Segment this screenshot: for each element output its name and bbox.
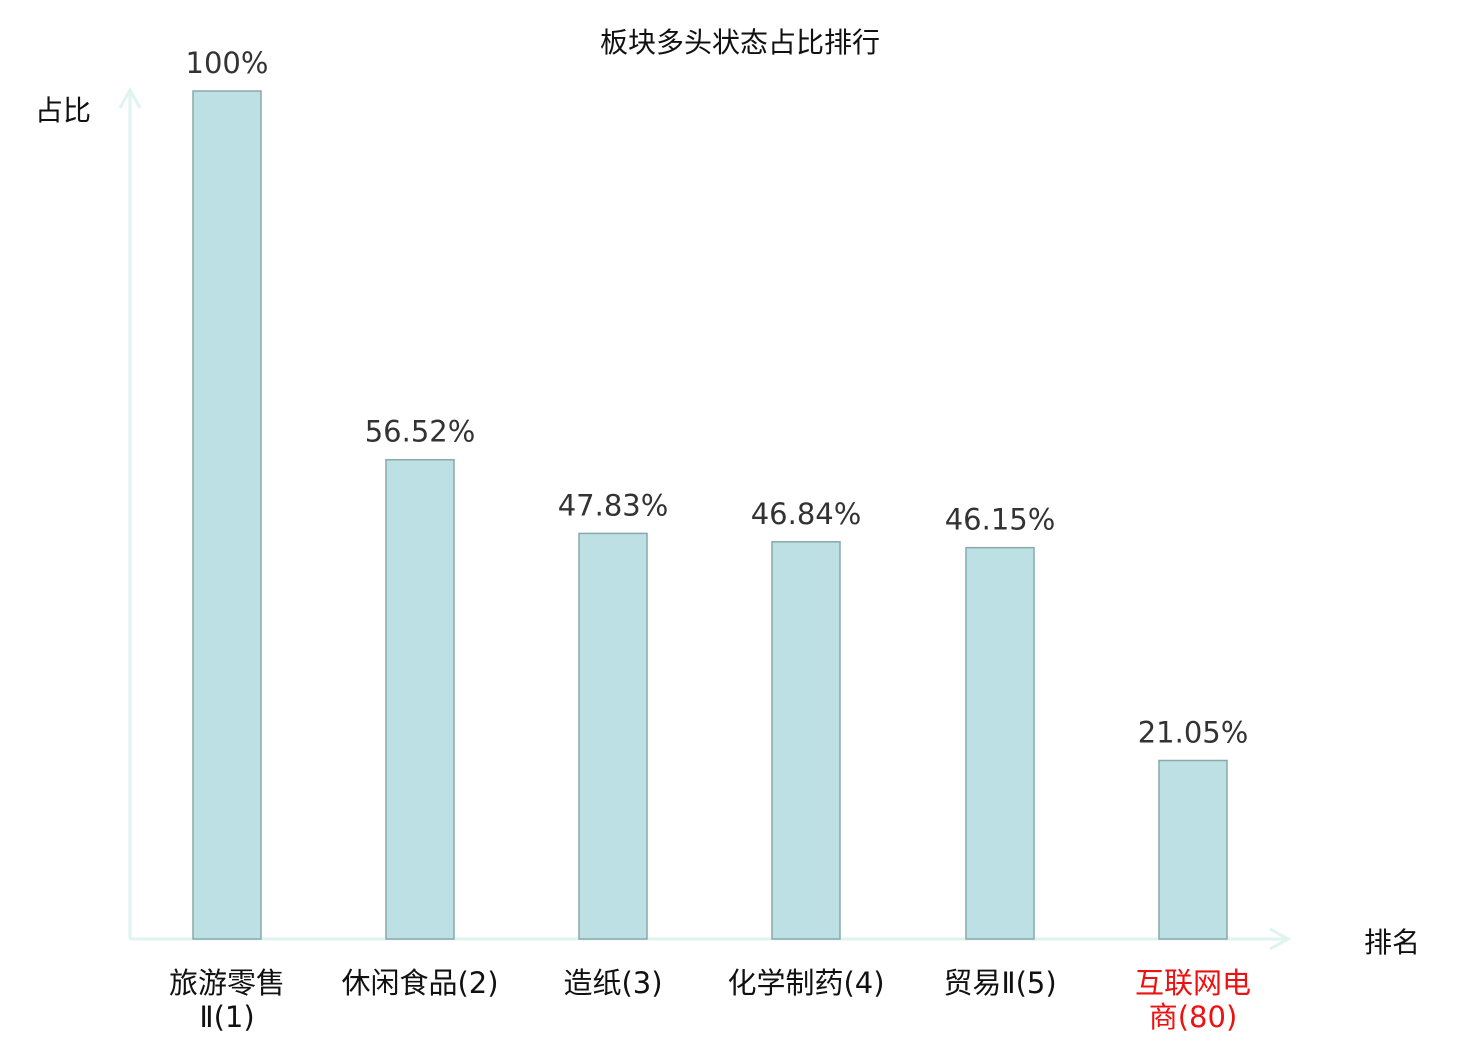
x-axis-arrow-icon	[1269, 927, 1292, 951]
x-axis-label: 排名	[1364, 926, 1420, 959]
bar	[192, 90, 262, 940]
bar	[385, 458, 455, 940]
x-tick-label: 旅游零售	[169, 966, 285, 1000]
data-label: 56.52%	[365, 415, 476, 449]
data-label: 46.84%	[751, 497, 862, 531]
bars	[192, 90, 1228, 940]
axes	[118, 86, 1292, 951]
data-label: 46.15%	[945, 503, 1056, 537]
chart-title: 板块多头状态占比排行	[600, 26, 880, 59]
data-label: 100%	[186, 46, 269, 80]
bar	[965, 546, 1035, 940]
x-tick-label: 贸易Ⅱ(5)	[943, 966, 1056, 1000]
bar	[1158, 759, 1228, 940]
x-tick-label: 造纸(3)	[563, 966, 662, 1000]
data-label: 21.05%	[1138, 715, 1249, 749]
x-tick-label: 商(80)	[1149, 1000, 1238, 1034]
bar	[771, 541, 841, 940]
y-axis-arrow-icon	[118, 86, 142, 109]
y-axis-label: 占比	[35, 94, 91, 127]
data-label: 47.83%	[558, 488, 669, 522]
x-tick-label: Ⅱ(1)	[199, 1000, 254, 1034]
x-tick-label: 休闲食品(2)	[341, 966, 498, 1000]
x-tick-label: 化学制药(4)	[727, 966, 884, 1000]
x-tick-label: 互联网电	[1135, 966, 1251, 1000]
bar	[578, 532, 648, 940]
